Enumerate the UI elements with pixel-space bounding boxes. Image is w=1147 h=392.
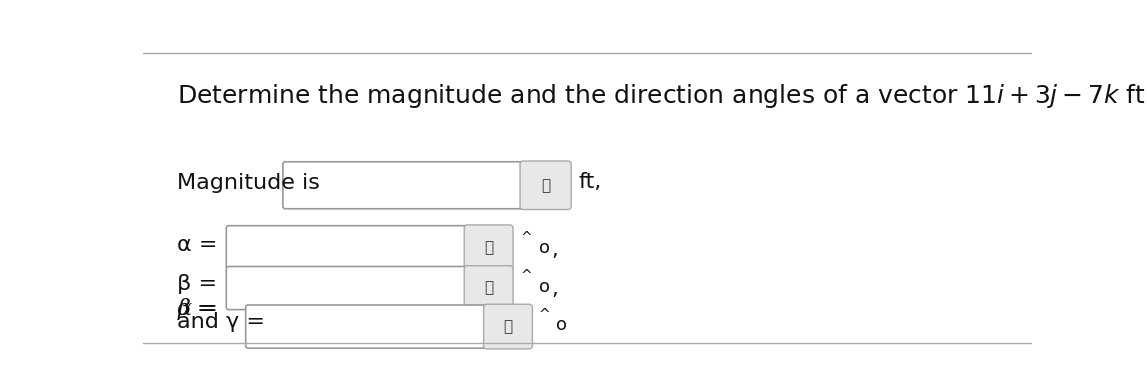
- Text: o: o: [539, 278, 549, 296]
- Text: β =: β =: [178, 274, 218, 294]
- FancyBboxPatch shape: [520, 161, 571, 209]
- Text: o: o: [556, 316, 568, 334]
- Text: 🔑: 🔑: [484, 281, 493, 296]
- FancyBboxPatch shape: [283, 162, 524, 209]
- Text: ft,: ft,: [579, 172, 602, 192]
- Text: o: o: [539, 240, 549, 258]
- Text: α =: α =: [178, 235, 218, 255]
- Text: ,: ,: [551, 240, 557, 260]
- Text: β =: β =: [178, 298, 216, 320]
- Text: α =: α =: [178, 298, 218, 320]
- Text: and γ =: and γ =: [178, 312, 265, 332]
- Text: ^: ^: [521, 231, 532, 245]
- FancyBboxPatch shape: [484, 304, 532, 349]
- Text: ,: ,: [551, 279, 557, 299]
- Text: 🔑: 🔑: [504, 319, 513, 334]
- FancyBboxPatch shape: [226, 226, 467, 269]
- Text: Magnitude is: Magnitude is: [178, 174, 320, 194]
- Text: 🔑: 🔑: [541, 178, 551, 193]
- FancyBboxPatch shape: [245, 305, 486, 348]
- Text: 🔑: 🔑: [484, 240, 493, 255]
- Text: ^: ^: [539, 308, 551, 322]
- Text: Determine the magnitude and the direction angles of a vector $11i + 3j - 7k$ ft.: Determine the magnitude and the directio…: [178, 82, 1147, 110]
- FancyBboxPatch shape: [226, 267, 467, 310]
- FancyBboxPatch shape: [465, 266, 513, 310]
- Text: ^: ^: [521, 269, 532, 283]
- FancyBboxPatch shape: [465, 225, 513, 270]
